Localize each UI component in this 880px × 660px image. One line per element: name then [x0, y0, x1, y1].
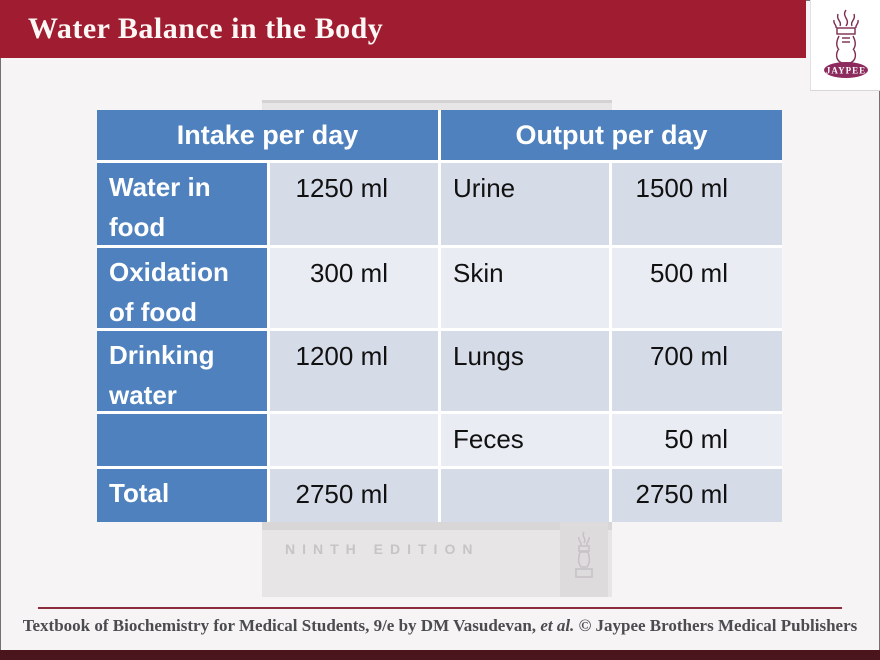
output-label-cell: Skin: [441, 248, 609, 328]
publisher-logo: JAYPEE: [810, 0, 880, 91]
intake-header-cell: Intake per day: [97, 110, 438, 160]
output-label-cell: Urine: [441, 163, 609, 245]
jaypee-torch-icon: JAYPEE: [820, 6, 872, 85]
bottom-accent-bar: [0, 650, 880, 660]
ninth-edition-watermark-text: NINTH EDITION: [285, 541, 480, 557]
footer-credit-prefix: Textbook of Biochemistry for Medical Stu…: [22, 616, 541, 635]
intake-label-cell: Water in food: [97, 163, 267, 245]
output-label-cell: Lungs: [441, 331, 609, 411]
water-balance-table: Intake per day Output per day Water in f…: [97, 110, 782, 522]
cover-shadow-strip: [262, 521, 612, 530]
footer-divider-line: [38, 607, 842, 609]
output-value-cell: 500 ml: [612, 248, 782, 328]
footer-credit-suffix: © Jaypee Brothers Medical Publishers: [574, 616, 858, 635]
intake-total-cell: 2750 ml: [270, 469, 438, 522]
output-label-cell: [441, 469, 609, 522]
cover-spine: [560, 521, 608, 597]
output-value-cell: 700 ml: [612, 331, 782, 411]
output-value-cell: 50 ml: [612, 414, 782, 466]
output-total-cell: 2750 ml: [612, 469, 782, 522]
title-bar: Water Balance in the Body: [0, 0, 806, 58]
output-label-cell: Feces: [441, 414, 609, 466]
jaypee-logo-text: JAYPEE: [826, 65, 866, 75]
intake-label-cell: Drinking water: [97, 331, 267, 411]
intake-label-cell: Oxidation of food: [97, 248, 267, 328]
slide-title: Water Balance in the Body: [28, 12, 384, 45]
intake-value-cell: 1200 ml: [270, 331, 438, 411]
footer-credit: Textbook of Biochemistry for Medical Stu…: [0, 616, 880, 636]
intake-label-cell: [97, 414, 267, 466]
output-header-cell: Output per day: [441, 110, 782, 160]
torch-watermark-icon: [571, 529, 597, 590]
intake-value-cell: 1250 ml: [270, 163, 438, 245]
output-value-cell: 1500 ml: [612, 163, 782, 245]
footer-etal: et al.: [540, 616, 575, 635]
total-label-cell: Total: [97, 469, 267, 522]
intake-value-cell: [270, 414, 438, 466]
intake-value-cell: 300 ml: [270, 248, 438, 328]
